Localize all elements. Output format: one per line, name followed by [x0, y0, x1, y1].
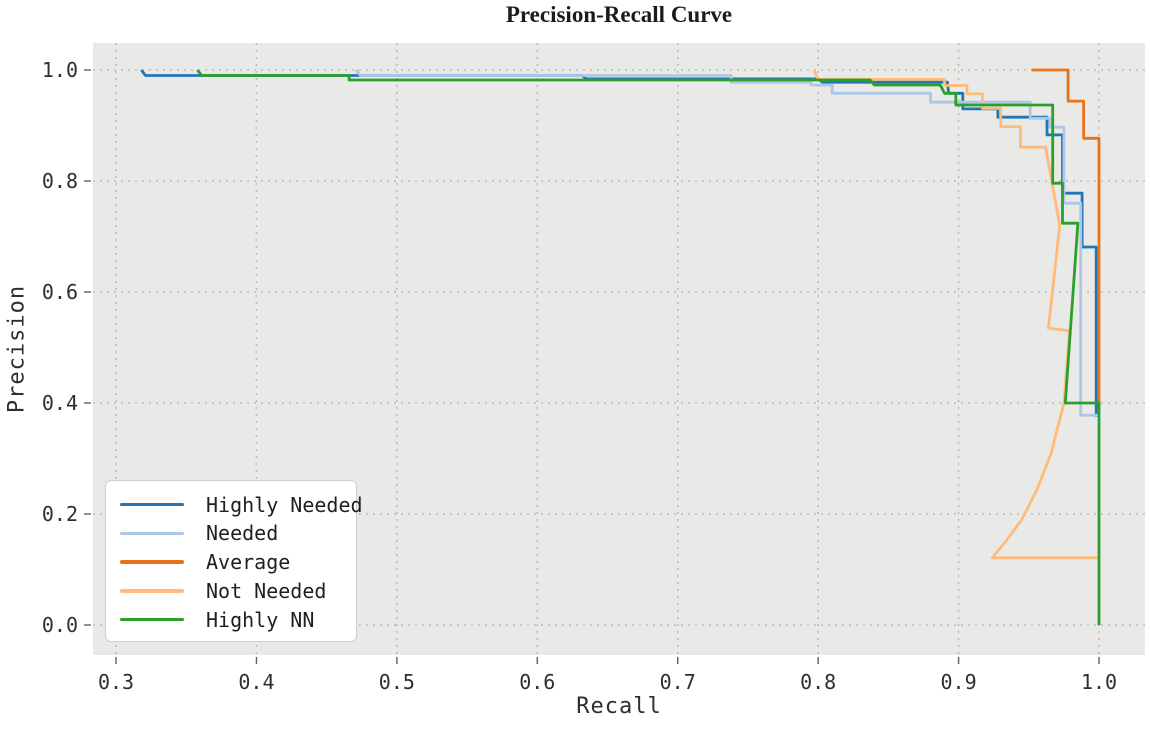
legend-swatch-not-needed: [120, 589, 184, 593]
series-line-highly-nn: [196, 69, 1101, 625]
x-tick-label-0.7: 0.7: [660, 670, 696, 694]
legend-item-not-needed: Not Needed: [120, 577, 356, 604]
legend: Highly Needed Needed Average Not Needed High…: [105, 480, 363, 642]
chart-title: Precision-Recall Curve: [505, 2, 733, 27]
y-tick-label-0.6: 0.6: [42, 280, 78, 304]
y-tick-label-0.8: 0.8: [42, 169, 78, 193]
legend-label-needed: Needed: [206, 521, 279, 546]
axis-ticks: 0.3 0.4 0.5 0.6 0.7 0.8 0.9 1.0 0.0 0.2 0.4 0.6 0.8 1…: [42, 58, 1117, 694]
legend-label-not-needed: Not Needed: [206, 578, 327, 603]
legend-swatch-average: [120, 560, 184, 564]
legend-swatch-needed: [120, 531, 184, 535]
series-lines: [140, 68, 1101, 625]
series-line-not-needed: [812, 69, 1098, 560]
legend-swatch-highly-nn: [120, 617, 184, 622]
x-tick-label-0.8: 0.8: [800, 670, 836, 694]
legend-item-highly-needed: Highly Needed: [120, 491, 363, 518]
x-tick-label-1.0: 1.0: [1081, 670, 1117, 694]
x-tick-label-0.4: 0.4: [238, 670, 274, 694]
x-tick-label-0.9: 0.9: [941, 670, 977, 694]
legend-swatch-highly-needed: [120, 502, 184, 507]
y-tick-label-1.0: 1.0: [42, 58, 78, 82]
legend-label-highly-needed: Highly Needed: [206, 492, 363, 517]
series-line-average: [1031, 68, 1101, 412]
legend-label-average: Average: [206, 550, 291, 574]
y-tick-label-0.0: 0.0: [42, 613, 78, 637]
legend-label-highly-nn: Highly NN: [206, 607, 315, 632]
x-axis-label: Recall: [576, 694, 662, 719]
x-tick-label-0.3: 0.3: [98, 670, 134, 694]
y-tick-label-0.4: 0.4: [42, 391, 78, 415]
series-line-needed: [354, 69, 1098, 417]
legend-item-average: Average: [120, 549, 356, 576]
y-axis-label: Precision: [4, 284, 30, 414]
x-tick-label-0.5: 0.5: [379, 670, 415, 694]
legend-item-highly-nn: Highly NN: [120, 606, 356, 633]
y-tick-label-0.2: 0.2: [42, 502, 78, 526]
legend-item-needed: Needed: [120, 520, 356, 547]
x-tick-label-0.6: 0.6: [519, 670, 555, 694]
